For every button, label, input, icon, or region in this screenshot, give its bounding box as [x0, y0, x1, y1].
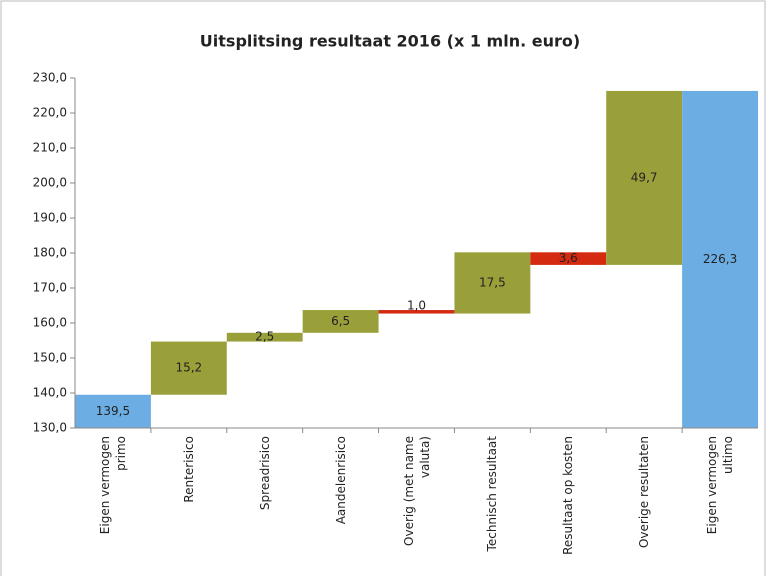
y-tick-label: 130,0 — [33, 421, 67, 435]
bar — [75, 394, 151, 428]
bar — [302, 310, 379, 333]
y-tick-label: 140,0 — [33, 386, 67, 400]
data-label: 3,6 — [559, 251, 578, 265]
data-label: 6,5 — [331, 314, 350, 328]
data-label: 15,2 — [175, 361, 202, 375]
bar — [530, 252, 607, 265]
y-tick-label: 180,0 — [33, 246, 67, 260]
y-tick-label: 220,0 — [33, 106, 67, 120]
x-tick-label: Overige resultaten — [637, 436, 652, 549]
data-label: 2,5 — [255, 330, 274, 344]
y-tick-label: 190,0 — [33, 211, 67, 225]
data-label: 139,5 — [96, 404, 130, 418]
bar — [454, 252, 531, 314]
y-tick-label: 150,0 — [33, 351, 67, 365]
data-label: 226,3 — [703, 252, 737, 266]
x-tick-label: Eigen vermogen primo — [97, 436, 128, 535]
x-tick-label: Aandelenrisico — [333, 436, 348, 525]
bar — [606, 90, 683, 265]
bar — [226, 332, 303, 342]
data-label: 1,0 — [407, 298, 426, 312]
x-tick-label: Renterisico — [181, 436, 196, 503]
x-tick-label: Spreadrisico — [257, 436, 272, 511]
x-tick-label: Technisch resultaat — [485, 436, 500, 552]
bar — [682, 90, 758, 428]
y-tick-label: 230,0 — [33, 71, 67, 85]
y-tick-label: 170,0 — [33, 281, 67, 295]
bar — [378, 310, 455, 314]
data-label: 49,7 — [631, 170, 658, 184]
y-tick-label: 210,0 — [33, 141, 67, 155]
x-tick-label: Eigen vermogen ultimo — [705, 436, 736, 535]
chart-title: Uitsplitsing resultaat 2016 (x 1 mln. eu… — [200, 32, 580, 51]
x-tick-label: Resultaat op kosten — [561, 436, 576, 555]
bar — [150, 341, 227, 395]
y-tick-label: 200,0 — [33, 176, 67, 190]
data-label: 17,5 — [479, 275, 506, 289]
y-tick-label: 160,0 — [33, 316, 67, 330]
x-tick-label: Overig (met name valuta) — [401, 436, 432, 546]
